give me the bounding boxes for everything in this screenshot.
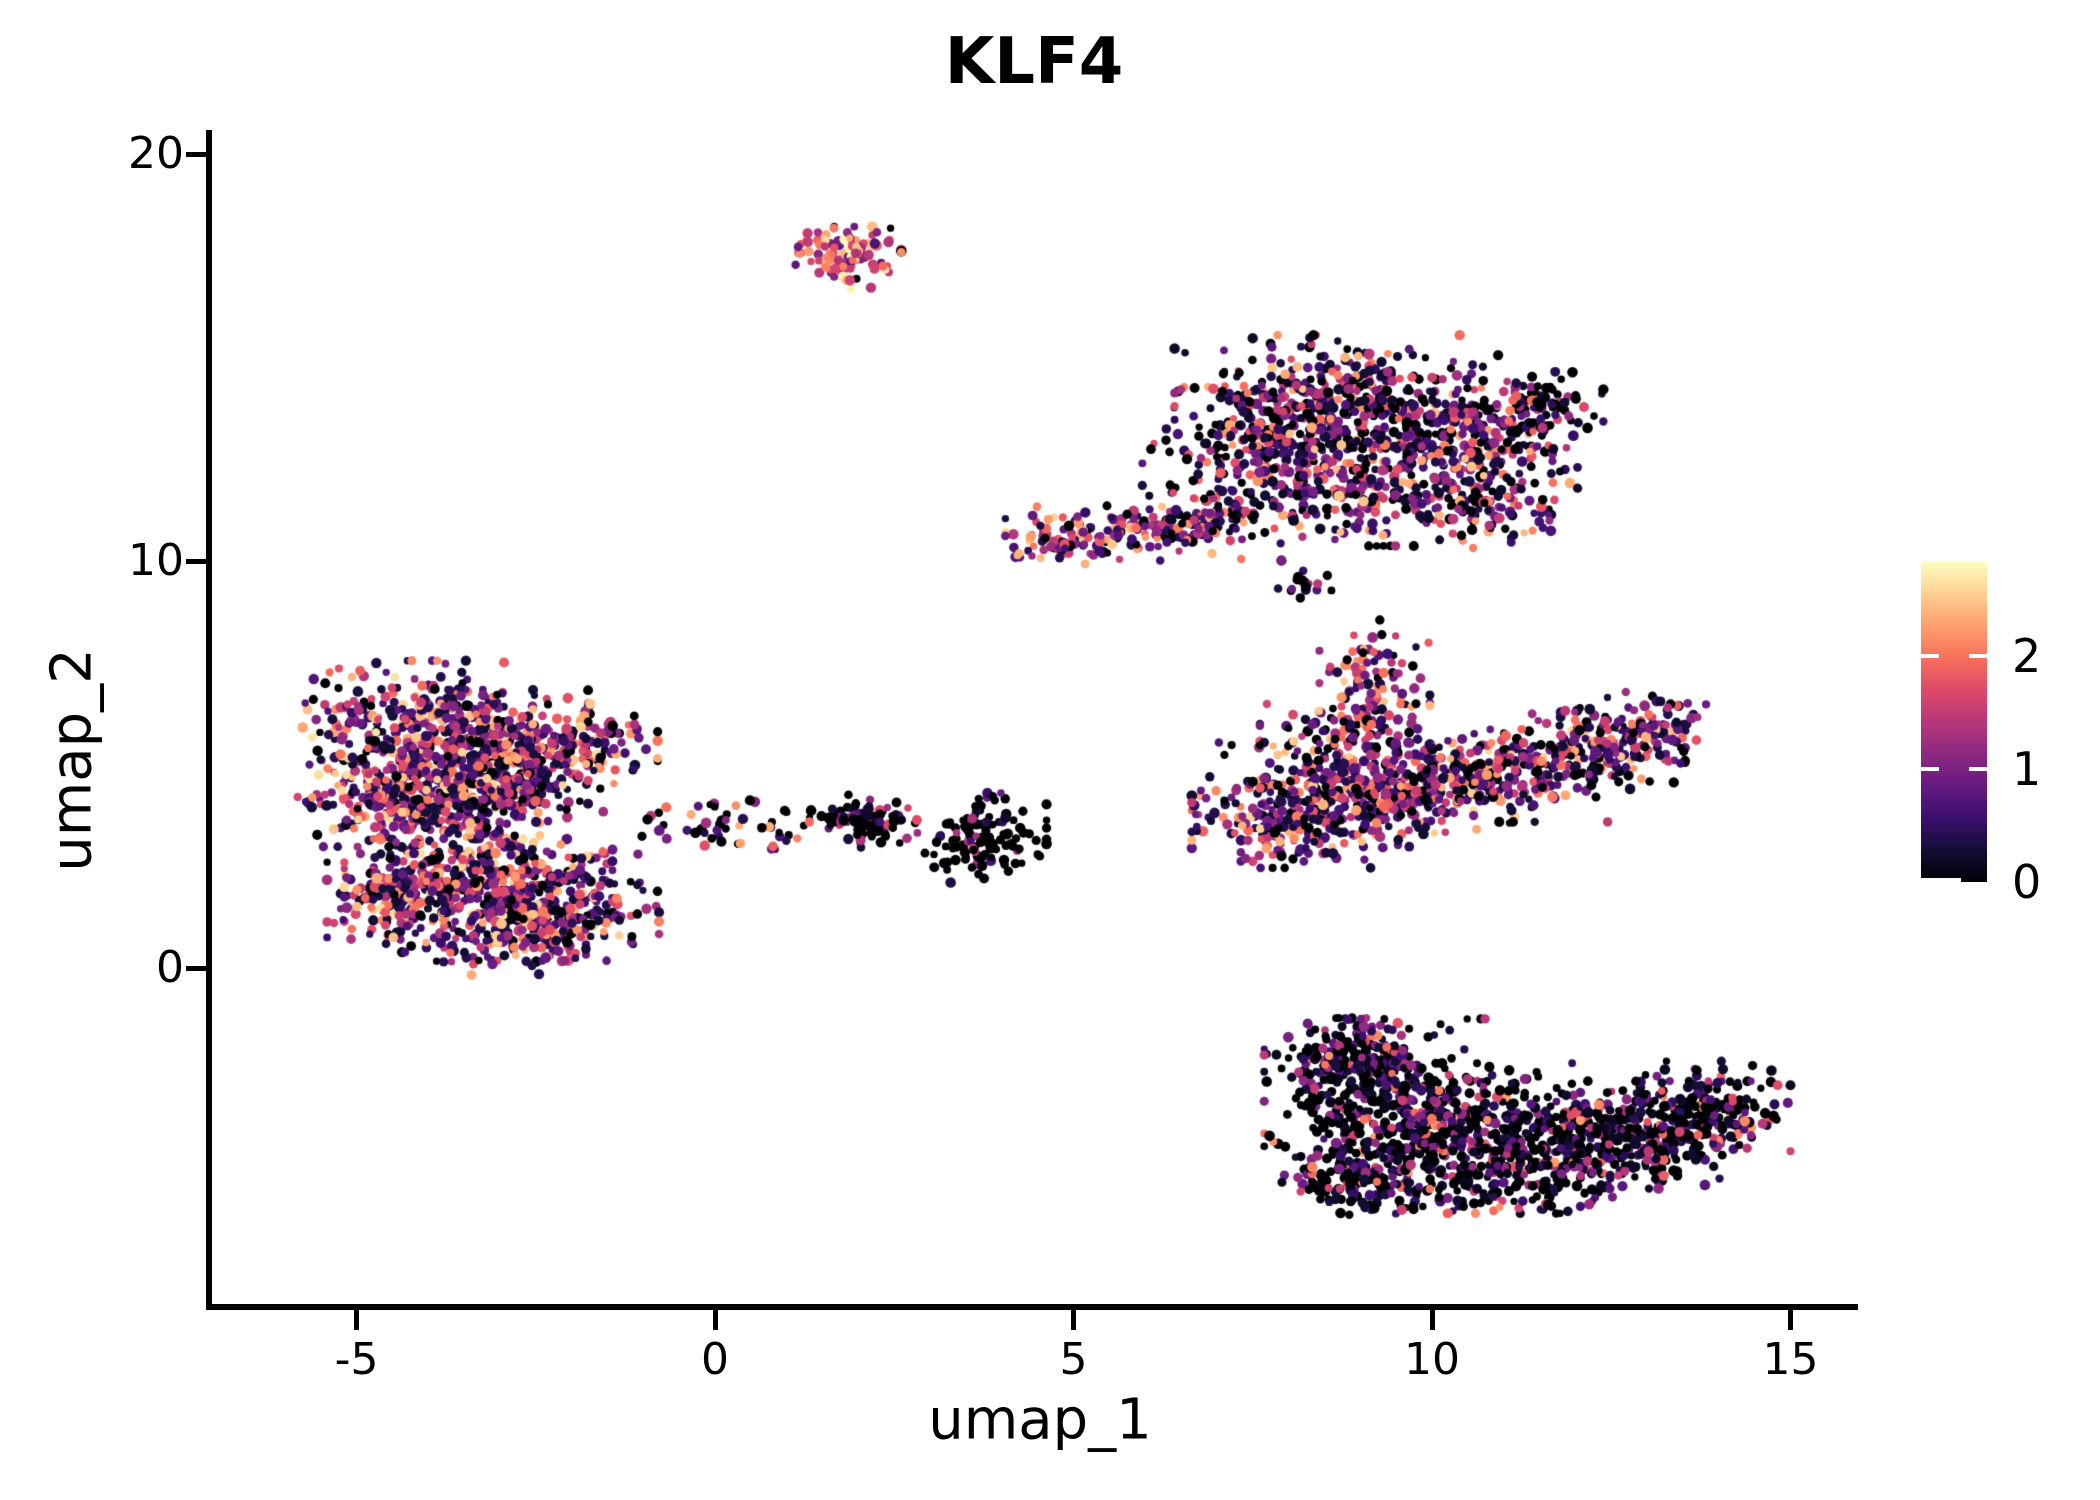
x-tick-mark-15 bbox=[1788, 1310, 1793, 1330]
y-tick-mark-0 bbox=[186, 965, 206, 971]
x-tick-label-10: 10 bbox=[1404, 1334, 1460, 1385]
y-tick-mark-10 bbox=[186, 558, 206, 564]
y-axis-label: umap_2 bbox=[39, 648, 105, 872]
colorbar-gradient bbox=[1921, 562, 1987, 882]
x-tick-mark-5 bbox=[1071, 1310, 1076, 1330]
y-axis-spine bbox=[206, 130, 212, 1310]
x-tick-label--5: -5 bbox=[334, 1334, 379, 1385]
x-tick-mark-10 bbox=[1429, 1310, 1435, 1330]
x-axis-label: umap_1 bbox=[928, 1387, 1152, 1453]
colorbar-tick-label-2: 2 bbox=[2012, 628, 2042, 683]
x-axis-spine bbox=[206, 1304, 1858, 1310]
x-tick-mark--5 bbox=[354, 1310, 359, 1330]
y-tick-label-0: 0 bbox=[156, 942, 184, 993]
x-tick-mark-0 bbox=[712, 1310, 718, 1330]
x-tick-label-5: 5 bbox=[1059, 1334, 1088, 1385]
colorbar-tick-dash-left-1 bbox=[1921, 766, 1939, 771]
colorbar-tick-dash-right-1 bbox=[1969, 766, 1987, 771]
x-tick-label-0: 0 bbox=[701, 1334, 729, 1385]
y-tick-label-10: 10 bbox=[128, 535, 184, 586]
y-tick-label-20: 20 bbox=[128, 128, 184, 179]
x-tick-label-15: 15 bbox=[1762, 1334, 1819, 1385]
colorbar-tick-label-1: 1 bbox=[2012, 741, 2042, 796]
plot-title: KLF4 bbox=[944, 25, 1124, 99]
colorbar-tick-dash-0 bbox=[1921, 878, 1961, 882]
y-tick-mark-20 bbox=[186, 151, 206, 157]
colorbar-tick-label-0: 0 bbox=[2012, 855, 2042, 909]
colorbar-tick-dash-left-2 bbox=[1921, 653, 1939, 658]
colorbar-tick-dash-right-2 bbox=[1969, 653, 1987, 658]
